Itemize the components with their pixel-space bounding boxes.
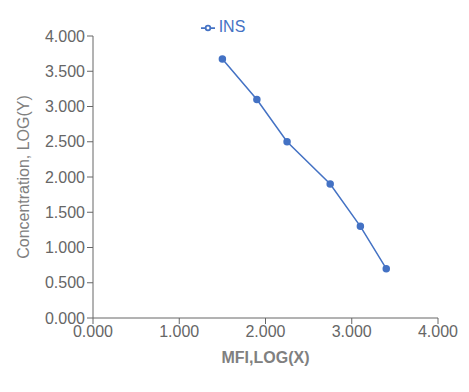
svg-text:4.000: 4.000 [418,323,458,340]
svg-text:3.000: 3.000 [45,98,85,115]
svg-text:2.500: 2.500 [45,133,85,150]
svg-text:2.000: 2.000 [245,323,285,340]
svg-text:0.000: 0.000 [45,310,85,327]
svg-text:1.500: 1.500 [45,204,85,221]
svg-text:MFI,LOG(X): MFI,LOG(X) [222,349,310,366]
svg-text:1.000: 1.000 [45,239,85,256]
svg-text:Concentration, LOG(Y): Concentration, LOG(Y) [15,95,32,259]
html-text:INS: INS [218,18,246,35]
svg-text:2.000: 2.000 [45,169,85,186]
svg-text:4.000: 4.000 [45,28,85,45]
svg-text:3.500: 3.500 [45,63,85,80]
svg-text:3.000: 3.000 [332,323,372,340]
svg-text:0.000: 0.000 [73,323,113,341]
svg-text:1.000: 1.000 [159,323,199,340]
svg-text:0.500: 0.500 [45,274,85,291]
